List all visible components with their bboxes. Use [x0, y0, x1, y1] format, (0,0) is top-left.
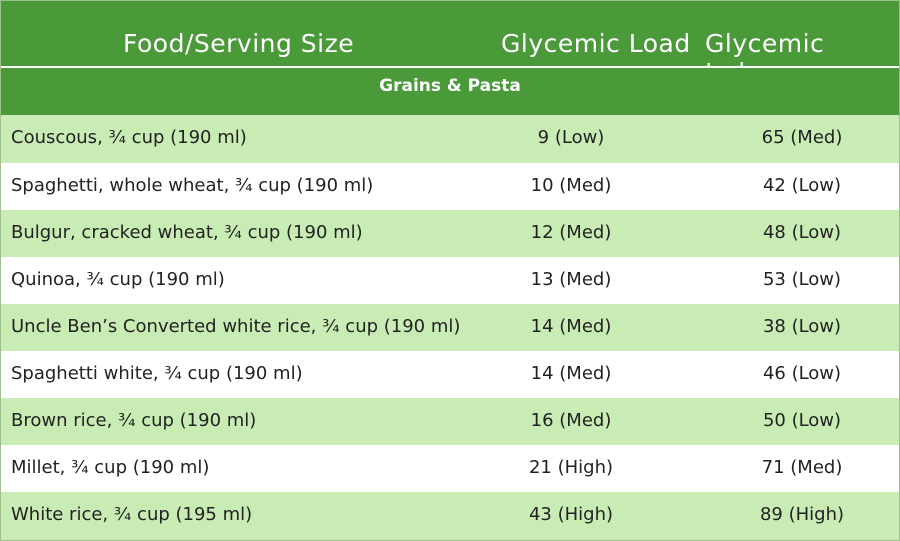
table-header: Food/Serving Size Glycemic Load Glycemic… [1, 1, 899, 87]
cell-index: 38 (Low) [762, 316, 842, 337]
cell-index: 71 (Med) [761, 457, 843, 478]
cell-food: Quinoa, ¾ cup (190 ml) [11, 269, 225, 290]
cell-load: 16 (Med) [530, 410, 612, 431]
cell-food: Millet, ¾ cup (190 ml) [11, 457, 210, 478]
cell-index: 42 (Low) [762, 175, 842, 196]
cell-index: 65 (Med) [761, 127, 843, 148]
table-row: Spaghetti, whole wheat, ¾ cup (190 ml) 1… [1, 163, 899, 211]
cell-index: 89 (High) [759, 504, 845, 525]
cell-index: 46 (Low) [762, 363, 842, 384]
cell-food: Uncle Ben’s Converted white rice, ¾ cup … [11, 316, 461, 337]
header-food-serving-size: Food/Serving Size [123, 29, 355, 58]
section-heading: Grains & Pasta [1, 68, 899, 115]
table-row: Quinoa, ¾ cup (190 ml) 13 (Med) 53 (Low) [1, 257, 899, 305]
table-row: Couscous, ¾ cup (190 ml) 9 (Low) 65 (Med… [1, 115, 899, 163]
table-row: Brown rice, ¾ cup (190 ml) 16 (Med) 50 (… [1, 398, 899, 446]
cell-food: Couscous, ¾ cup (190 ml) [11, 127, 247, 148]
cell-index: 53 (Low) [762, 269, 842, 290]
cell-load: 14 (Med) [530, 363, 612, 384]
cell-food: Spaghetti, whole wheat, ¾ cup (190 ml) [11, 175, 374, 196]
section-title: Grains & Pasta [379, 76, 521, 96]
cell-load: 9 (Low) [537, 127, 605, 148]
cell-index: 50 (Low) [762, 410, 842, 431]
cell-food: Brown rice, ¾ cup (190 ml) [11, 410, 257, 431]
header-glycemic-load: Glycemic Load [501, 29, 691, 58]
table-row: White rice, ¾ cup (195 ml) 43 (High) 89 … [1, 492, 899, 540]
cell-load: 12 (Med) [530, 222, 612, 243]
table-row: Bulgur, cracked wheat, ¾ cup (190 ml) 12… [1, 210, 899, 258]
table-row: Millet, ¾ cup (190 ml) 21 (High) 71 (Med… [1, 445, 899, 493]
cell-load: 43 (High) [528, 504, 614, 525]
cell-load: 14 (Med) [530, 316, 612, 337]
cell-food: White rice, ¾ cup (195 ml) [11, 504, 253, 525]
cell-food: Spaghetti white, ¾ cup (190 ml) [11, 363, 303, 384]
cell-food: Bulgur, cracked wheat, ¾ cup (190 ml) [11, 222, 363, 243]
cell-index: 48 (Low) [762, 222, 842, 243]
cell-load: 21 (High) [528, 457, 614, 478]
cell-load: 13 (Med) [530, 269, 612, 290]
cell-load: 10 (Med) [530, 175, 612, 196]
table-row: Spaghetti white, ¾ cup (190 ml) 14 (Med)… [1, 351, 899, 399]
table-row: Uncle Ben’s Converted white rice, ¾ cup … [1, 304, 899, 352]
